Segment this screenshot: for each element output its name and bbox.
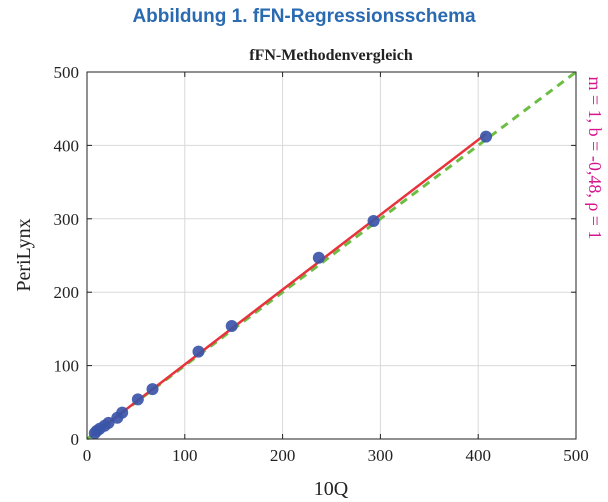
data-point [367,215,380,228]
y-tick-label: 400 [54,136,80,155]
data-point [146,383,159,396]
x-tick-label: 0 [83,446,92,465]
y-axis-label: PeriLynx [13,218,35,291]
y-tick-label: 500 [54,63,80,82]
data-point [312,251,325,264]
y-tick-label: 200 [54,283,80,302]
reference-lines [86,70,577,441]
data-point [102,416,115,429]
data-point [131,393,144,406]
x-axis-label: 10Q [314,478,349,500]
x-tick-label: 100 [172,446,198,465]
data-points [88,130,493,440]
x-tick-label: 400 [465,446,491,465]
axis-ticks: 0 100 200 300 400 500 0 100 200 300 400 500 [54,63,589,465]
data-point [116,406,129,419]
data-point [480,130,493,143]
x-tick-label: 200 [270,446,296,465]
chart-title: fFN-Methodenvergleich [249,47,413,64]
grid [87,72,576,439]
plot-frame [86,71,577,440]
regression-line [91,132,487,437]
y-tick-label: 300 [54,210,80,229]
x-tick-label: 500 [563,446,589,465]
x-tick-label: 300 [368,446,394,465]
y-tick-label: 0 [71,430,80,449]
y-tick-label: 100 [54,357,80,376]
regression-annotation: m = 1, b = -0,48, ρ = 1 [585,77,605,240]
figure-title: Abbildung 1. fFN-Regressionsschema [132,6,476,27]
data-point [225,319,238,332]
data-point [192,345,205,358]
